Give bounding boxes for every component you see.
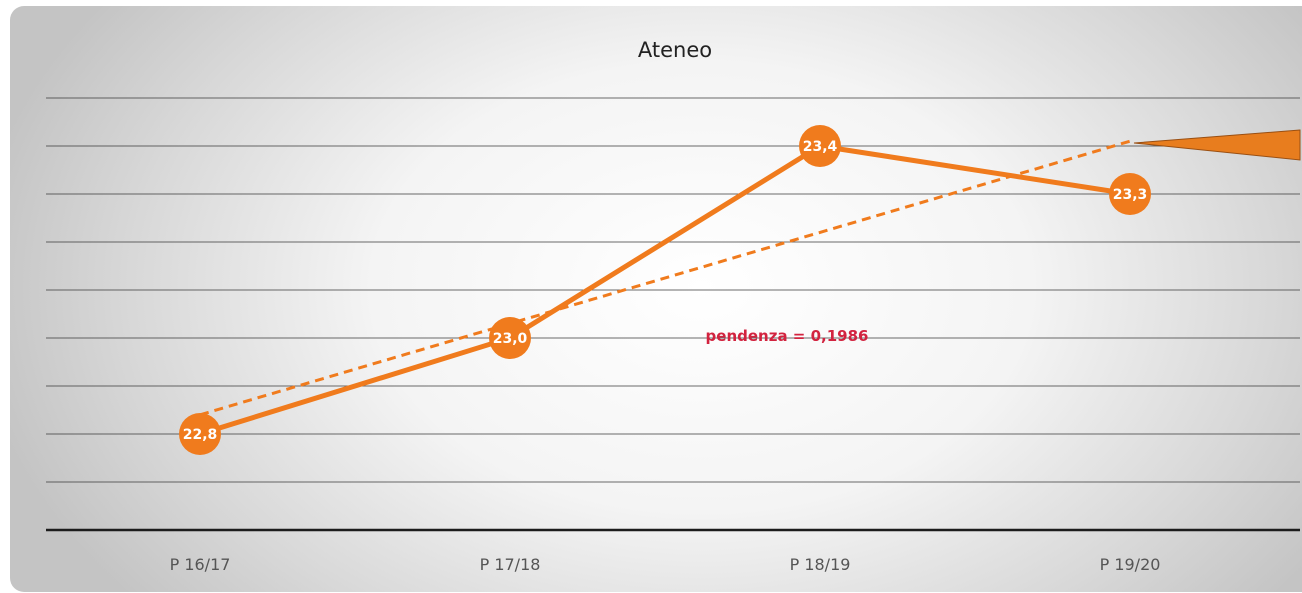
- data-label: 23,3: [1113, 187, 1148, 203]
- series-line: [199, 143, 1131, 437]
- slope-annotation: pendenza = 0,1986: [706, 327, 869, 345]
- x-tick-label: P 17/18: [480, 555, 541, 574]
- data-label: 23,4: [803, 139, 838, 155]
- x-tick-label: P 18/19: [790, 555, 851, 574]
- data-points: 22,8 23,0 23,4 23,3: [179, 125, 1151, 455]
- data-label: 22,8: [183, 427, 218, 443]
- series-line-group: [199, 143, 1131, 437]
- trendline-group: [199, 139, 1131, 417]
- x-axis-ticks: P 16/17 P 17/18 P 18/19 P 19/20: [170, 555, 1161, 574]
- x-tick-label: P 16/17: [170, 555, 231, 574]
- chart-frame: Ateneo 22,8 23,0 23,4 23,3 P 16/17 P 17/18 P …: [10, 6, 1302, 592]
- data-point-marker: [1109, 173, 1151, 215]
- chart-title: Ateneo: [638, 38, 712, 62]
- data-point-marker: [489, 317, 531, 359]
- x-tick-label: P 19/20: [1100, 555, 1161, 574]
- gridlines: [46, 97, 1300, 532]
- data-point-marker: [179, 413, 221, 455]
- data-point-marker: [799, 125, 841, 167]
- callout-pointer-shape: [1133, 129, 1301, 161]
- trendline: [199, 139, 1131, 417]
- data-label: 23,0: [493, 331, 528, 347]
- line-chart: Ateneo 22,823,023,423,3 P 16/17 P 17/18 P …: [46, 38, 1301, 574]
